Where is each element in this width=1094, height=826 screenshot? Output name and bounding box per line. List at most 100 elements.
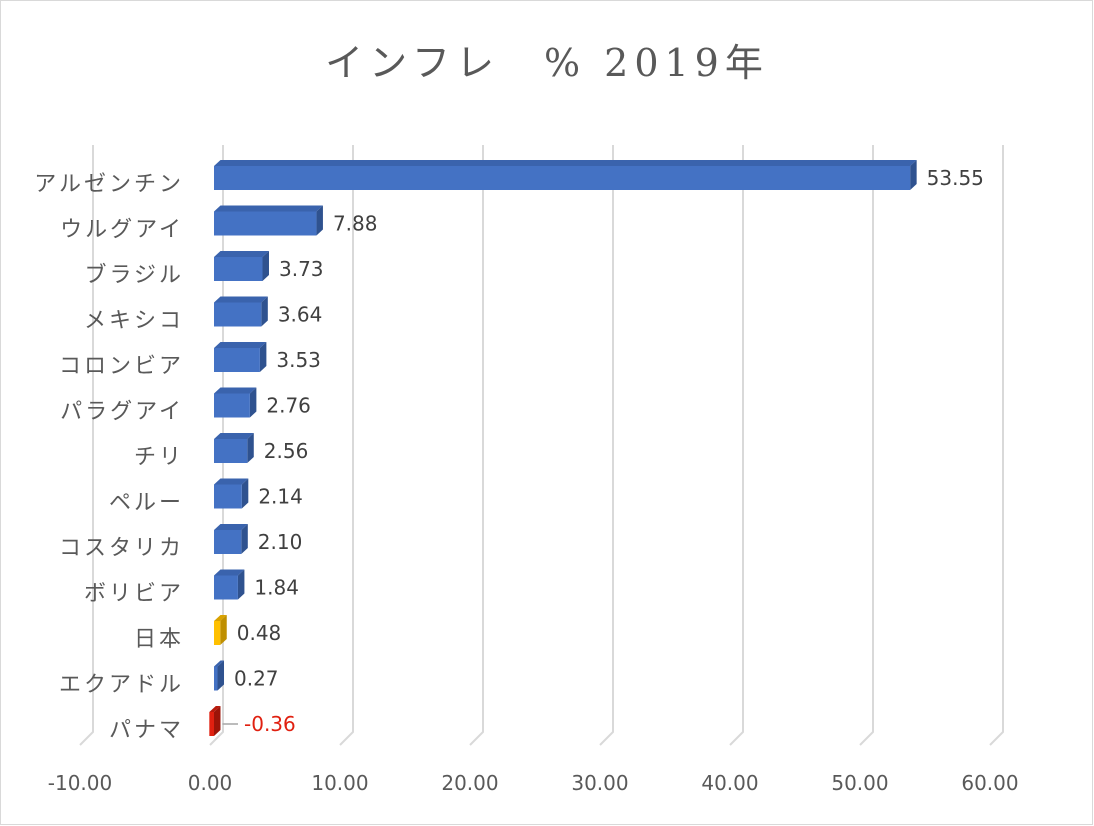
bar-top-face [214,615,227,621]
category-label: ペルー [109,491,184,516]
data-label: 53.55 [927,166,984,190]
category-labels: アルゼンチンウルグアイブラジルメキシココロンビアパラグアイチリペルーコスタリカボ… [34,172,184,743]
bar-side-face [241,524,248,554]
bar [214,160,917,190]
bar-front-face [214,484,242,509]
bar-side-face [259,342,267,372]
gridline [989,145,1004,746]
bar-front-face [214,348,260,372]
bar-front-face [214,257,263,281]
bar [214,387,257,418]
bar-front-face [209,712,214,736]
x-tick-label: 50.00 [831,771,888,795]
bar-front-face [214,302,262,327]
bar-side-face [261,296,268,327]
x-tick-label: 30.00 [571,771,628,795]
bar-front-face [214,211,317,236]
bar-front-face [214,166,911,190]
x-tick-label: 60.00 [961,771,1018,795]
x-tick-label: -10.00 [48,771,112,795]
chart-title: インフレ % 2019年 [325,41,769,85]
bar-side-face [217,660,225,691]
x-tick-label: 10.00 [311,771,368,795]
bar [214,524,248,554]
x-axis-tick-labels: -10.00 0.00 10.00 20.00 30.00 40.00 50.00 60.00 [48,771,1019,795]
bar [214,615,227,645]
bar-side-face [241,478,249,509]
category-label: コロンビア [59,354,184,379]
bar-front-face [214,666,218,691]
gridline [859,145,874,746]
data-label: 3.73 [279,257,324,281]
bar-top-face [214,251,269,257]
data-label: 0.48 [237,621,282,645]
data-label: 2.14 [258,485,303,509]
data-label: 0.27 [234,667,279,691]
category-label: ボリビア [84,582,184,607]
x-tick-label: 0.00 [188,771,233,795]
bar-top-face [214,433,254,439]
bar-top-face [214,660,225,667]
bar [209,706,221,736]
bar-side-face [247,433,254,463]
bar [214,569,245,600]
data-label: 2.10 [258,530,303,554]
bar [214,205,323,236]
bar-side-face [910,160,917,190]
bars [209,160,917,736]
bar-front-face [214,621,221,645]
x-tick-label: 20.00 [441,771,498,795]
gridlines [79,145,1004,746]
data-label: 3.53 [276,348,321,372]
bar-side-face [214,706,221,736]
data-label: 2.56 [264,439,309,463]
bar-side-face [316,205,323,236]
bar-front-face [214,575,238,600]
gridline [209,145,224,746]
bar-top-face [214,296,268,303]
bar [214,433,254,463]
bar-top-face [214,205,323,212]
category-label: 日本 [134,627,184,652]
data-label: 7.88 [333,212,378,236]
category-label: パラグアイ [60,400,184,425]
category-label: コスタリカ [59,536,184,561]
bar-side-face [237,569,245,600]
bar-front-face [214,439,248,463]
category-label: エクアドル [59,673,184,698]
category-label: パナマ [109,718,184,743]
bar [214,296,268,327]
bar-top-face [214,569,245,576]
gridline [599,145,614,746]
bar-side-face [262,251,269,281]
bar [214,660,225,691]
x-tick-label: 40.00 [701,771,758,795]
bar-front-face [214,530,242,554]
gridline [339,145,354,746]
data-labels: 53.55 7.88 3.73 3.64 3.53 2.76 2.56 2.14 2.10 1.8… [222,166,984,736]
category-label: ブラジル [84,263,184,288]
bar [214,478,249,509]
bar-side-face [249,387,257,418]
bar-top-face [214,524,248,530]
category-label: ウルグアイ [60,218,184,243]
bar-top-face [214,387,257,394]
bar-top-face [209,706,221,712]
bar-top-face [214,342,267,348]
category-label: アルゼンチン [34,172,184,197]
data-label: 3.64 [278,303,323,327]
gridline [729,145,744,746]
bar-top-face [214,478,249,485]
bar-front-face [214,393,250,418]
data-label: -0.36 [244,712,296,736]
bar [214,342,267,372]
gridline [469,145,484,746]
category-label: メキシコ [84,309,184,334]
bar [214,251,269,281]
data-label: 1.84 [254,576,299,600]
data-label: 2.76 [266,394,311,418]
category-label: チリ [134,445,184,470]
bar-side-face [220,615,227,645]
